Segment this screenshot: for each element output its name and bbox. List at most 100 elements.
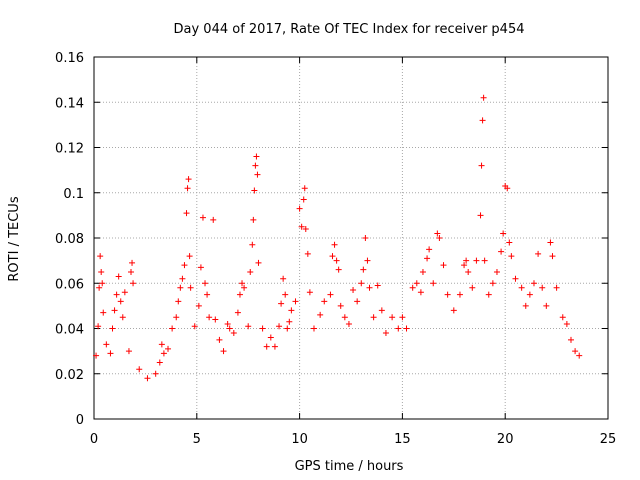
data-point: [111, 307, 118, 314]
data-point: [286, 318, 293, 325]
data-point: [100, 309, 107, 316]
data-point: [93, 352, 100, 359]
data-point: [306, 289, 313, 296]
data-point: [354, 298, 361, 305]
data-point: [535, 250, 542, 257]
data-point: [284, 325, 291, 332]
data-point: [508, 253, 515, 260]
data-point: [173, 314, 180, 321]
data-point: [255, 259, 262, 266]
data-point: [350, 287, 357, 294]
data-point: [465, 268, 472, 275]
data-point: [251, 187, 258, 194]
x-tick-label: 15: [394, 432, 411, 447]
data-point: [479, 117, 486, 124]
data-point: [485, 291, 492, 298]
data-point: [184, 185, 191, 192]
data-point: [191, 323, 198, 330]
data-point: [113, 291, 120, 298]
data-point: [254, 171, 261, 178]
data-point: [183, 210, 190, 217]
data-point: [253, 153, 260, 160]
data-point: [226, 325, 233, 332]
x-tick-label: 10: [291, 432, 308, 447]
data-point: [331, 241, 338, 248]
y-tick-label: 0.14: [55, 96, 84, 111]
data-point: [389, 314, 396, 321]
data-point: [298, 223, 305, 230]
data-point: [276, 323, 283, 330]
data-point: [473, 257, 480, 264]
x-axis-ticks: 0 5 10 15 20 25: [90, 57, 616, 447]
data-point: [461, 262, 468, 269]
data-point: [186, 253, 193, 260]
data-point: [321, 298, 328, 305]
data-point: [245, 323, 252, 330]
chart-title: Day 044 of 2017, Rate Of TEC Index for r…: [174, 22, 525, 37]
data-point: [341, 314, 348, 321]
data-point: [98, 268, 105, 275]
data-point: [506, 239, 513, 246]
data-point: [288, 307, 295, 314]
data-point: [121, 289, 128, 296]
data-point: [522, 302, 529, 309]
data-point: [469, 284, 476, 291]
data-point: [539, 284, 546, 291]
data-point: [95, 323, 102, 330]
plot-frame: [93, 56, 609, 420]
data-point: [364, 257, 371, 264]
data-point: [117, 298, 124, 305]
data-point: [156, 359, 163, 366]
data-point: [224, 320, 231, 327]
data-point: [136, 366, 143, 373]
x-axis-label: GPS time / hours: [295, 459, 404, 474]
data-point: [417, 289, 424, 296]
data-point: [296, 205, 303, 212]
data-point: [212, 316, 219, 323]
y-tick-label: 0.16: [55, 51, 84, 66]
data-point: [181, 262, 188, 269]
data-point: [129, 259, 136, 266]
data-point: [567, 336, 574, 343]
data-point: [267, 334, 274, 341]
data-point: [301, 185, 308, 192]
data-point: [430, 280, 437, 287]
data-point: [333, 257, 340, 264]
data-point: [366, 284, 373, 291]
data-point: [204, 291, 211, 298]
data-point: [247, 268, 254, 275]
data-point: [478, 162, 485, 169]
data-point: [426, 246, 433, 253]
data-point: [374, 282, 381, 289]
data-point: [216, 336, 223, 343]
data-point: [206, 314, 213, 321]
data-point: [130, 280, 137, 287]
data-point: [563, 320, 570, 327]
data-point: [504, 185, 511, 192]
data-point: [440, 262, 447, 269]
y-tick-label: 0.04: [55, 323, 84, 338]
y-axis-ticks: 0 0.02 0.04 0.06 0.08 0.1 0.12 0.14 0.16: [55, 51, 608, 428]
data-point: [249, 241, 256, 248]
data-point: [128, 268, 135, 275]
data-point: [345, 320, 352, 327]
x-tick-label: 20: [497, 432, 514, 447]
data-point: [152, 370, 159, 377]
data-point: [160, 350, 167, 357]
data-point: [543, 302, 550, 309]
data-point: [370, 314, 377, 321]
y-tick-label: 0.08: [55, 232, 84, 247]
data-point: [480, 94, 487, 101]
y-axis-label: ROTI / TECUs: [7, 196, 22, 281]
data-point: [158, 341, 165, 348]
data-point: [271, 343, 278, 350]
data-point: [236, 291, 243, 298]
data-point: [165, 345, 172, 352]
data-point: [282, 291, 289, 298]
data-point: [493, 268, 500, 275]
data-point: [210, 216, 217, 223]
data-point: [259, 325, 266, 332]
data-point: [403, 325, 410, 332]
data-point: [199, 214, 206, 221]
data-point: [481, 257, 488, 264]
